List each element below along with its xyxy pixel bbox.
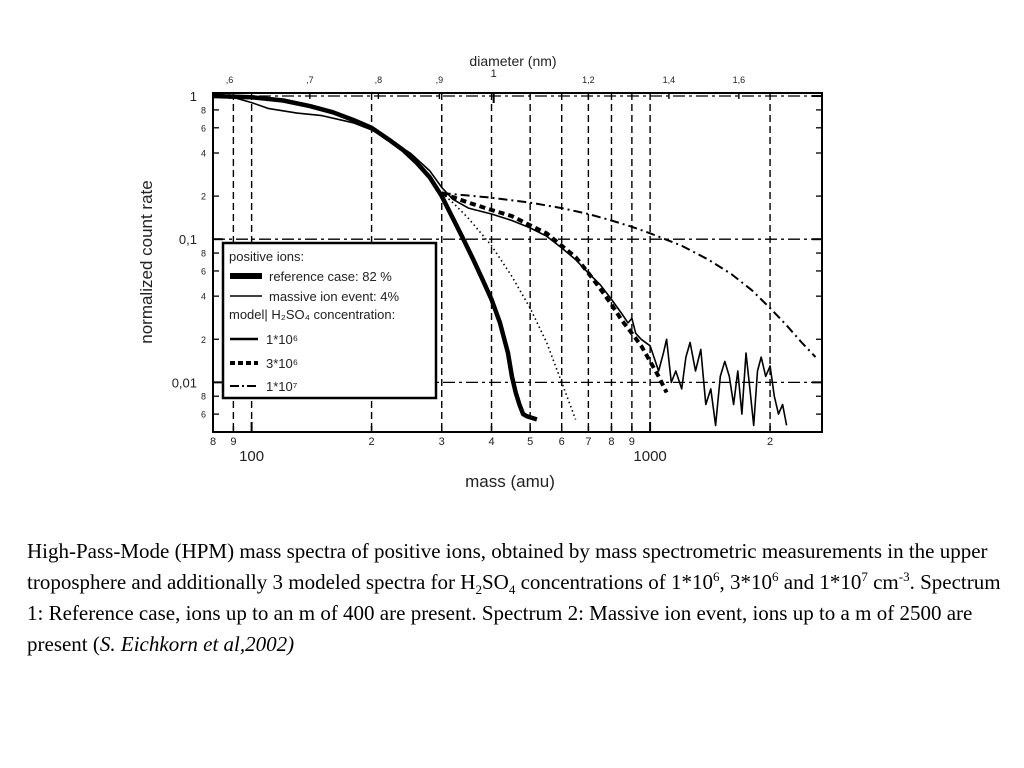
y-minor-tick-label: 8 xyxy=(201,249,206,259)
caption-sub-2: 2 xyxy=(475,582,482,598)
x-minor-tick-label: 9 xyxy=(230,436,236,448)
legend-heading: positive ions: xyxy=(229,249,304,264)
caption-exp-2: 6 xyxy=(772,569,779,584)
x-minor-tick-label: 8 xyxy=(608,436,614,448)
x-minor-tick-label: 6 xyxy=(559,436,565,448)
caption-part5: cm xyxy=(867,570,899,594)
x-axis-label: mass (amu) xyxy=(465,472,555,491)
legend-label-model-1e6: 1*10⁶ xyxy=(266,332,298,347)
x-minor-tick-label: 2 xyxy=(767,436,773,448)
x-minor-tick-label: 5 xyxy=(527,436,533,448)
legend-label-model-1e7: 1*10⁷ xyxy=(266,379,298,394)
x-minor-tick-label: 3 xyxy=(439,436,445,448)
y-minor-tick-label: 6 xyxy=(201,266,206,276)
x-minor-tick-label: 9 xyxy=(629,436,635,448)
legend-model-heading: model| H₂SO₄ concentration: xyxy=(229,307,395,322)
y-minor-tick-label: 6 xyxy=(201,410,206,420)
caption-exp-3: 7 xyxy=(861,569,868,584)
top-tick-label: ,6 xyxy=(226,75,234,85)
chart-legend: positive ions: reference case: 82 % mass… xyxy=(221,241,438,400)
chart-series xyxy=(212,93,817,427)
legend-box xyxy=(221,241,438,400)
y-minor-tick-label: 2 xyxy=(201,335,206,345)
series-line-dashed xyxy=(441,191,669,394)
figure-caption: High-Pass-Mode (HPM) mass spectra of pos… xyxy=(27,536,1002,660)
top-tick-label: 1,2 xyxy=(582,75,595,85)
top-axis-label: diameter (nm) xyxy=(469,53,556,69)
caption-exp-1: 6 xyxy=(713,569,720,584)
y-minor-tick-label: 4 xyxy=(201,292,206,302)
top-tick-label: ,7 xyxy=(306,75,314,85)
x-major-tick-label: 100 xyxy=(239,448,264,465)
x-minor-tick-label: 4 xyxy=(488,436,494,448)
x-minor-tick-label: 7 xyxy=(585,436,591,448)
caption-part2: concentrations of 1*10 xyxy=(515,570,714,594)
y-axis-label: normalized count rate xyxy=(137,180,156,343)
chart-ticks xyxy=(212,93,822,432)
caption-so: SO xyxy=(481,570,509,594)
y-major-tick-label: 0,1 xyxy=(179,232,197,247)
x-minor-tick-label: 2 xyxy=(369,436,375,448)
y-minor-tick-label: 2 xyxy=(201,192,206,202)
top-tick-label: ,8 xyxy=(375,75,383,85)
legend-label-model-3e6: 3*10⁶ xyxy=(266,356,298,371)
caption-sub-4: 4 xyxy=(508,582,516,598)
caption-part6: . Spectrum 1: Reference case, ions up to… xyxy=(27,570,1001,656)
mass-spectra-chart: 8 9 2 3 4 5 6 7 8 9 2 100 1000 1 0,1 0,01 8 6 4 2 8 6 4 2 8 6 ,6 ,7… xyxy=(137,53,823,491)
legend-label-reference: reference case: 82 % xyxy=(269,269,392,284)
top-tick-label: ,9 xyxy=(436,75,444,85)
y-minor-tick-label: 4 xyxy=(201,149,206,159)
y-minor-tick-label: 6 xyxy=(201,123,206,133)
plot-frame xyxy=(212,92,823,433)
caption-part3: , 3*10 xyxy=(719,570,773,594)
y-minor-tick-label: 8 xyxy=(201,105,206,115)
top-tick-label: 1,6 xyxy=(733,75,746,85)
legend-label-massive: massive ion event: 4% xyxy=(269,289,400,304)
y-major-tick-label: 0,01 xyxy=(172,375,197,390)
caption-part1: High-Pass-Mode (HPM) mass spectra of pos… xyxy=(27,539,988,594)
caption-citation: S. Eichkorn et al,2002) xyxy=(99,632,295,656)
series-line-thin xyxy=(212,95,788,427)
y-major-tick-label: 1 xyxy=(190,89,197,104)
chart-tick-labels: 8 9 2 3 4 5 6 7 8 9 2 100 1000 1 0,1 0,01 8 6 4 2 8 6 4 2 8 6 ,6 ,7… xyxy=(172,68,773,465)
top-tick-label: 1,4 xyxy=(663,75,676,85)
y-minor-tick-label: 8 xyxy=(201,392,206,402)
caption-part4: and 1*10 xyxy=(778,570,862,594)
top-tick-label: 1 xyxy=(491,68,497,80)
series-line-thick xyxy=(212,93,538,422)
x-minor-tick-label: 8 xyxy=(210,436,216,448)
x-major-tick-label: 1000 xyxy=(633,448,666,465)
series-line-dashdot xyxy=(441,192,817,358)
caption-exp-4: -3 xyxy=(898,569,910,584)
series-line-dotted xyxy=(441,192,577,420)
